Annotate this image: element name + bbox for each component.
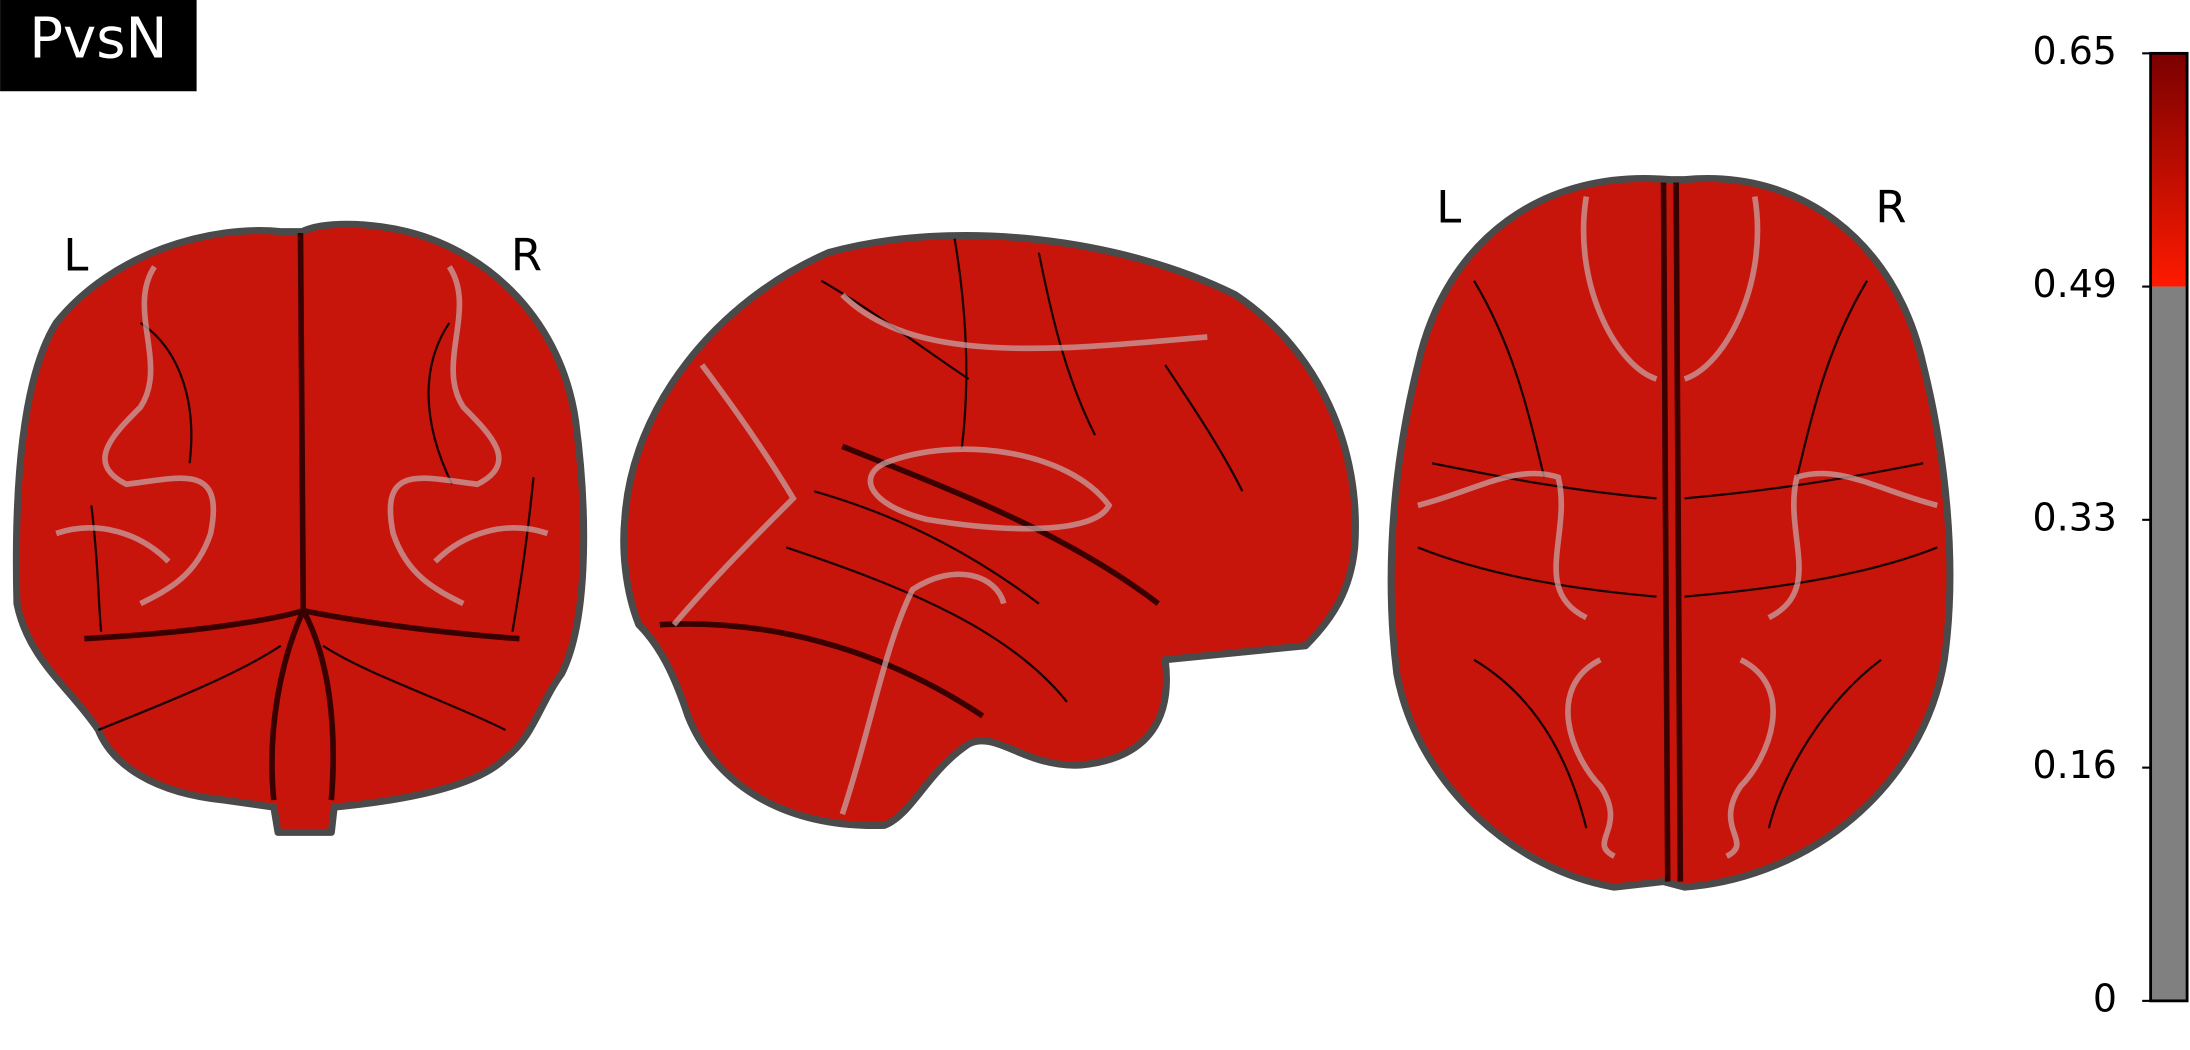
title: PvsN bbox=[29, 7, 167, 72]
colorbar-below-threshold bbox=[2150, 286, 2188, 1001]
colorbar: 0 0.16 0.33 0.49 0.65 bbox=[2033, 29, 2189, 1020]
colorbar-tick-label: 0.65 bbox=[2033, 29, 2117, 73]
colorbar-tick-label: 0.16 bbox=[2033, 743, 2117, 787]
orientation-label: L bbox=[1436, 181, 1461, 234]
colorbar-tick-label: 0.49 bbox=[2033, 262, 2117, 306]
sagittal-view bbox=[620, 232, 1359, 829]
colorbar-above-threshold bbox=[2150, 53, 2188, 287]
orientation-label: R bbox=[511, 228, 542, 281]
colorbar-frame bbox=[2149, 51, 2189, 1003]
title-box bbox=[0, 0, 197, 92]
orientation-label: L bbox=[63, 228, 88, 281]
axial-view: L R bbox=[1387, 175, 1954, 891]
colorbar-tick-label: 0 bbox=[2093, 976, 2117, 1020]
coronal-view: L R bbox=[12, 220, 588, 836]
orientation-label: R bbox=[1875, 181, 1906, 234]
colorbar-tick-label: 0.33 bbox=[2033, 495, 2117, 539]
